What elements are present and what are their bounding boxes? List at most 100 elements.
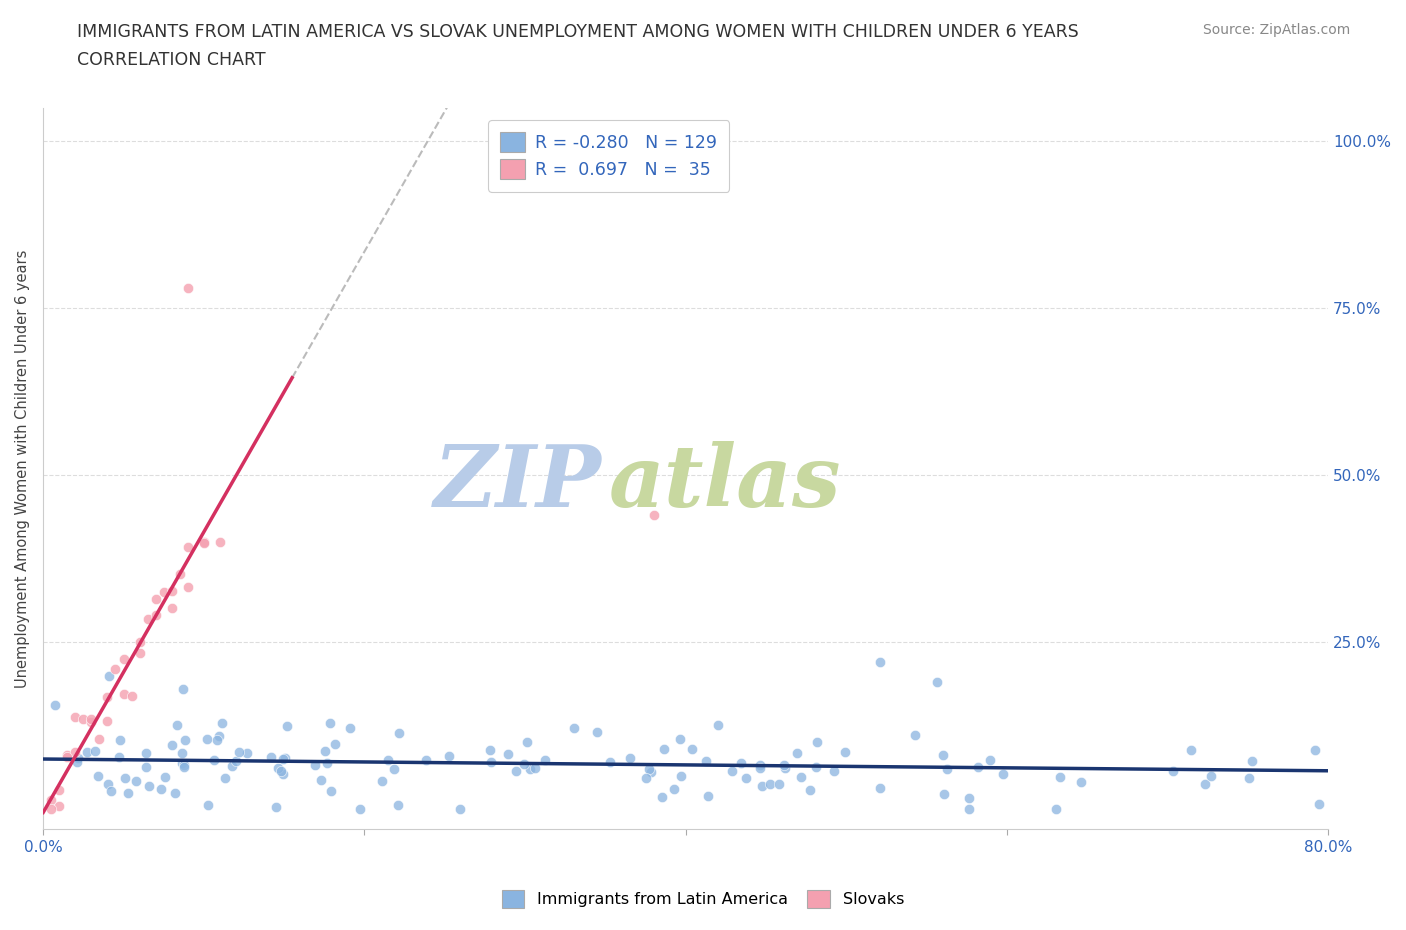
Point: [136, 611, 159, 626]
Point: [100, 784, 122, 799]
Point: [98, 668, 121, 683]
Point: [599, 755, 621, 770]
Point: [125, 773, 148, 788]
Point: [799, 782, 821, 797]
Point: [39, 793, 62, 808]
Point: [48, 798, 70, 813]
Point: [586, 724, 609, 739]
Point: [84, 743, 107, 758]
Point: [205, 732, 228, 747]
Point: [193, 536, 215, 551]
Point: [276, 719, 298, 734]
Point: [707, 717, 730, 732]
Point: [177, 281, 200, 296]
Point: [321, 784, 343, 799]
Point: [967, 759, 990, 774]
Point: [1303, 742, 1326, 757]
Point: [496, 747, 519, 762]
Point: [177, 539, 200, 554]
Point: [681, 741, 703, 756]
Point: [1045, 802, 1067, 817]
Point: [107, 750, 129, 764]
Point: [786, 746, 808, 761]
Point: [108, 733, 131, 748]
Point: [519, 762, 541, 777]
Point: [957, 802, 980, 817]
Point: [56, 748, 79, 763]
Point: [166, 718, 188, 733]
Point: [751, 778, 773, 793]
Point: [806, 760, 828, 775]
Point: [904, 728, 927, 743]
Point: [135, 760, 157, 775]
Point: [89, 731, 111, 746]
Point: [315, 756, 337, 771]
Point: [177, 579, 200, 594]
Point: [1239, 771, 1261, 786]
Point: [664, 781, 686, 796]
Point: [388, 725, 411, 740]
Point: [128, 646, 150, 661]
Point: [65, 745, 87, 760]
Point: [65, 710, 87, 724]
Point: [44, 698, 66, 713]
Point: [524, 761, 547, 776]
Point: [160, 600, 183, 615]
Point: [652, 741, 675, 756]
Point: [768, 776, 790, 790]
Point: [152, 584, 174, 599]
Point: [482, 154, 505, 169]
Point: [516, 735, 538, 750]
Point: [197, 798, 219, 813]
Point: [773, 760, 796, 775]
Point: [112, 651, 135, 666]
Point: [72, 712, 94, 727]
Point: [112, 686, 135, 701]
Point: [695, 753, 717, 768]
Point: [638, 762, 661, 777]
Point: [534, 752, 557, 767]
Text: IMMIGRANTS FROM LATIN AMERICA VS SLOVAK UNEMPLOYMENT AMONG WOMEN WITH CHILDREN U: IMMIGRANTS FROM LATIN AMERICA VS SLOVAK …: [77, 23, 1078, 41]
Point: [104, 662, 127, 677]
Point: [165, 786, 187, 801]
Point: [195, 731, 218, 746]
Point: [208, 729, 231, 744]
Point: [1241, 753, 1264, 768]
Point: [266, 800, 288, 815]
Point: [39, 802, 62, 817]
Point: [806, 735, 828, 750]
Point: [149, 782, 172, 797]
Point: [1308, 796, 1330, 811]
Point: [869, 780, 891, 795]
Point: [479, 755, 502, 770]
Point: [721, 764, 744, 778]
Point: [319, 715, 342, 730]
Point: [1070, 775, 1092, 790]
Point: [1194, 777, 1216, 791]
Point: [266, 761, 288, 776]
Point: [636, 771, 658, 786]
Point: [114, 771, 136, 786]
Point: [96, 714, 118, 729]
Point: [314, 744, 336, 759]
Point: [138, 779, 160, 794]
Point: [67, 751, 90, 765]
Point: [56, 750, 79, 764]
Point: [214, 771, 236, 786]
Point: [271, 766, 294, 781]
Point: [640, 765, 662, 780]
Point: [121, 688, 143, 703]
Point: [145, 607, 167, 622]
Point: [135, 745, 157, 760]
Point: [270, 764, 292, 778]
Text: CORRELATION CHART: CORRELATION CHART: [77, 51, 266, 69]
Point: [66, 755, 89, 770]
Point: [730, 755, 752, 770]
Point: [935, 761, 957, 776]
Point: [155, 769, 177, 784]
Point: [512, 756, 534, 771]
Point: [173, 758, 195, 773]
Point: [619, 751, 641, 766]
Legend: R = -0.280   N = 129, R =  0.697   N =  35: R = -0.280 N = 129, R = 0.697 N = 35: [488, 120, 730, 192]
Point: [172, 745, 194, 760]
